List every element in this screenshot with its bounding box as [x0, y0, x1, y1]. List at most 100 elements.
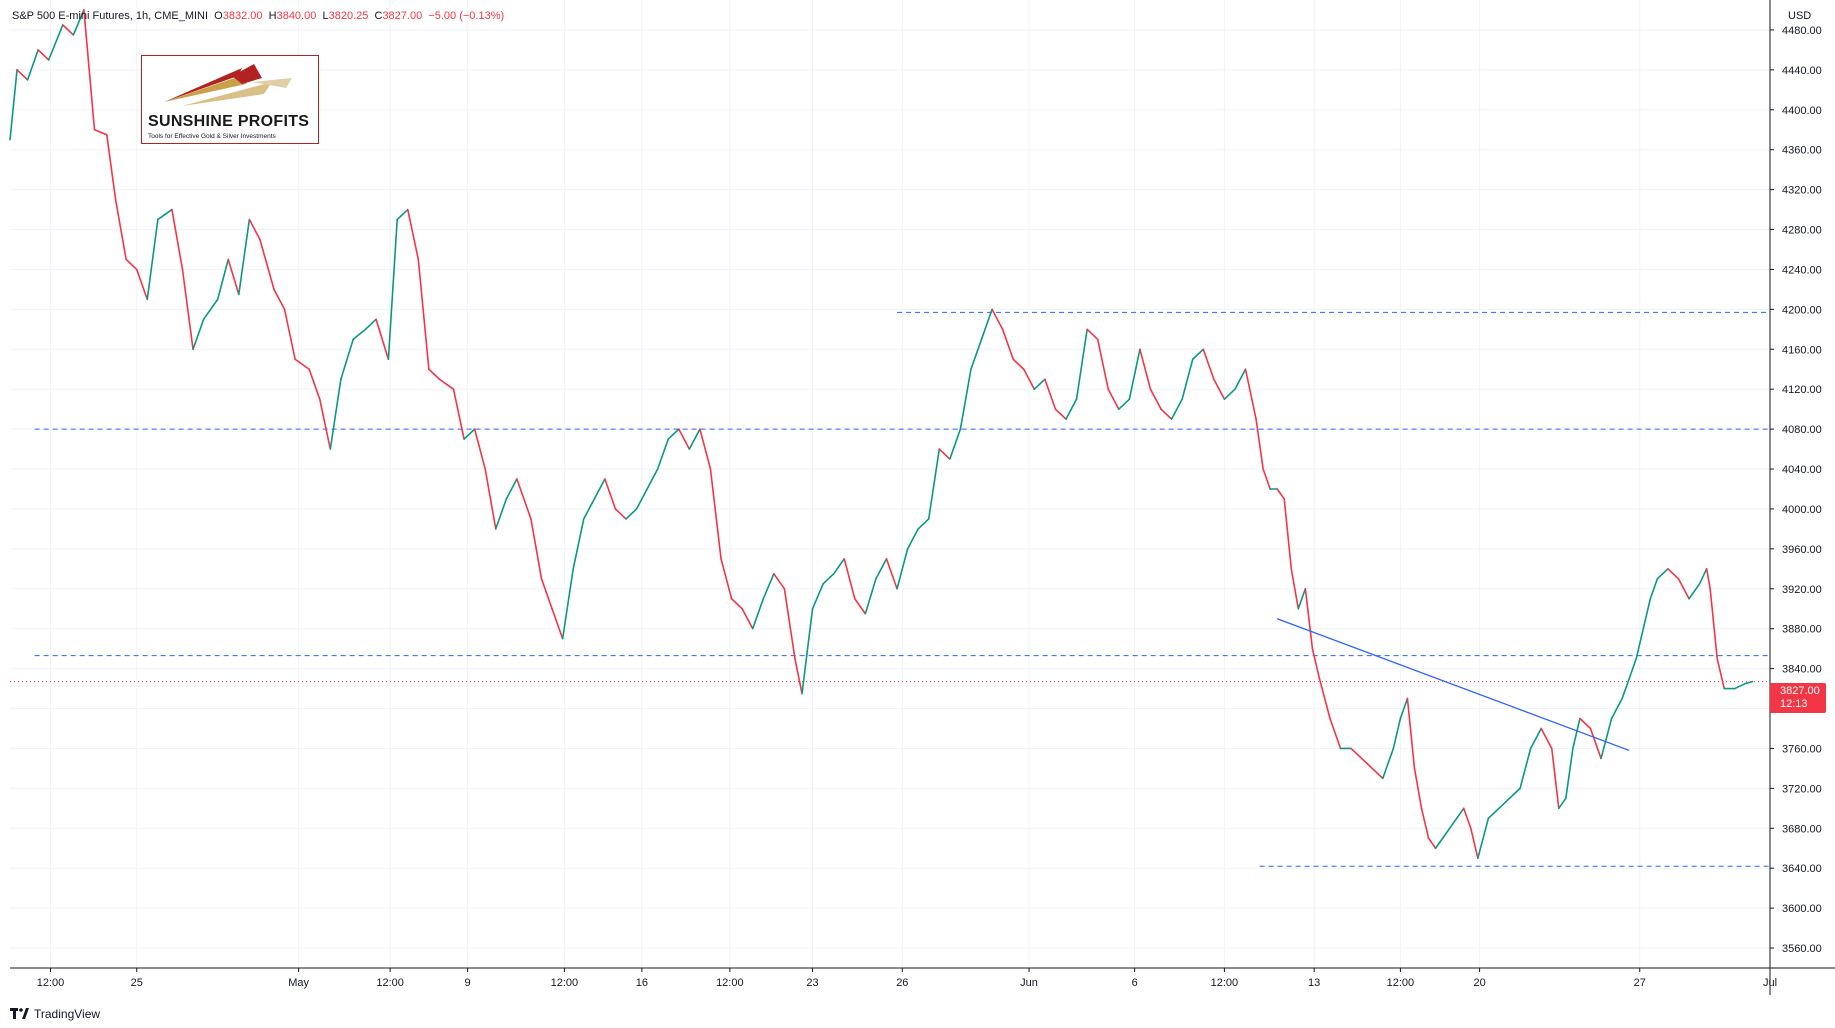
price-segment — [1656, 568, 1669, 580]
y-tick-label: 3720.00 — [1782, 783, 1822, 795]
trendline — [1276, 618, 1630, 752]
price-segment — [875, 558, 888, 580]
price-segment — [1244, 368, 1257, 420]
y-tick-label: 3600.00 — [1782, 903, 1822, 915]
price-segment — [1283, 498, 1293, 570]
x-tick-label: 12:00 — [376, 977, 404, 989]
price-segment — [822, 573, 835, 585]
price-segment — [329, 378, 342, 450]
price-segment — [927, 448, 941, 520]
price-segment — [1118, 398, 1131, 410]
price-segment — [1635, 627, 1645, 660]
price-segment — [906, 528, 919, 550]
price-segment — [794, 657, 803, 695]
price-segment — [37, 49, 50, 61]
price-segment — [1304, 587, 1314, 650]
price-segment — [1413, 767, 1423, 810]
price-segment — [1001, 328, 1015, 361]
descending-trendline — [1276, 618, 1630, 752]
price-segment — [593, 478, 606, 500]
price-segment — [699, 428, 712, 470]
price-segment — [171, 208, 184, 271]
open-label: O — [214, 10, 223, 22]
price-segment — [1075, 328, 1088, 400]
price-segment — [991, 308, 1004, 331]
high-value: 3840.00 — [276, 10, 317, 22]
x-tick-label: 13 — [1308, 977, 1320, 989]
price-segment — [1508, 787, 1521, 800]
y-tick-label: 4360.00 — [1782, 145, 1822, 157]
price-segment — [1234, 368, 1247, 390]
tradingview-footer[interactable]: TradingView — [10, 1007, 100, 1021]
price-segment — [248, 218, 261, 241]
price-segment — [635, 488, 648, 510]
price-segment — [1255, 418, 1264, 470]
close-value: 3827.00 — [382, 10, 423, 22]
price-segment — [1213, 378, 1226, 400]
y-tick-label: 3760.00 — [1782, 743, 1822, 755]
price-segment — [540, 578, 553, 610]
price-segment — [72, 9, 85, 36]
change-value: −5.00 (−0.13%) — [428, 10, 505, 22]
x-tick-label: 26 — [896, 977, 908, 989]
tradingview-logo-icon — [10, 1008, 29, 1019]
price-segment — [1565, 747, 1574, 800]
price-segment — [853, 597, 867, 615]
price-segment — [1181, 358, 1194, 400]
y-tick-label: 4120.00 — [1782, 384, 1822, 396]
price-segment — [773, 573, 786, 590]
price-segment — [561, 568, 575, 640]
price-segment — [938, 448, 951, 460]
price-segment — [1044, 378, 1057, 410]
price-segment — [1519, 747, 1532, 790]
price-segment — [1202, 348, 1215, 381]
x-tick-label: 12:00 — [1211, 977, 1239, 989]
price-segment — [438, 378, 455, 390]
price-segment — [227, 258, 240, 296]
price-segment — [1399, 697, 1409, 720]
price-segment — [949, 428, 962, 460]
y-tick-label: 4320.00 — [1782, 185, 1822, 197]
price-segment — [1262, 468, 1271, 490]
x-tick-label: 16 — [636, 977, 648, 989]
price-segment — [1455, 807, 1465, 820]
price-segment — [1667, 568, 1680, 580]
price-segment — [1734, 682, 1747, 690]
price-segment — [1529, 727, 1542, 750]
y-tick-label: 3840.00 — [1782, 664, 1822, 676]
price-segment — [308, 368, 321, 400]
price-segment — [1642, 597, 1652, 630]
y-tick-label: 3920.00 — [1782, 584, 1822, 596]
price-segment — [1086, 328, 1099, 341]
low-label: L — [322, 10, 329, 22]
price-segment — [1128, 348, 1141, 400]
x-tick-label: 12:00 — [1387, 977, 1415, 989]
price-segment — [1550, 747, 1560, 810]
price-segment — [1065, 398, 1078, 420]
price-segment — [294, 358, 311, 371]
x-tick-label: 12:00 — [551, 977, 579, 989]
price-segment — [1170, 398, 1183, 420]
price-segment — [1311, 647, 1321, 680]
price-segment — [428, 368, 441, 381]
x-tick-label: 12:00 — [716, 977, 744, 989]
price-segment — [83, 9, 96, 131]
price-segment — [1382, 747, 1395, 780]
tradingview-brand: TradingView — [34, 1007, 101, 1021]
price-segment — [1297, 587, 1307, 610]
price-segment — [1487, 807, 1500, 820]
price-segment — [1160, 408, 1173, 420]
x-tick-label: 27 — [1634, 977, 1646, 989]
y-tick-label: 4080.00 — [1782, 424, 1822, 436]
price-segment — [406, 208, 420, 261]
price-segment — [646, 468, 659, 490]
price-segment — [582, 498, 596, 520]
y-axis: 3560.00 3600.00 3640.00 3680.00 3720.00 3760.… — [1770, 25, 1822, 955]
x-tick-label: 20 — [1473, 977, 1485, 989]
price-segment — [259, 238, 275, 291]
price-segment — [1350, 747, 1363, 760]
price-segment — [26, 49, 39, 81]
symbol-title: S&P 500 E-mini Futures, 1h, CME_MINI — [12, 10, 209, 22]
price-segment — [720, 558, 733, 600]
